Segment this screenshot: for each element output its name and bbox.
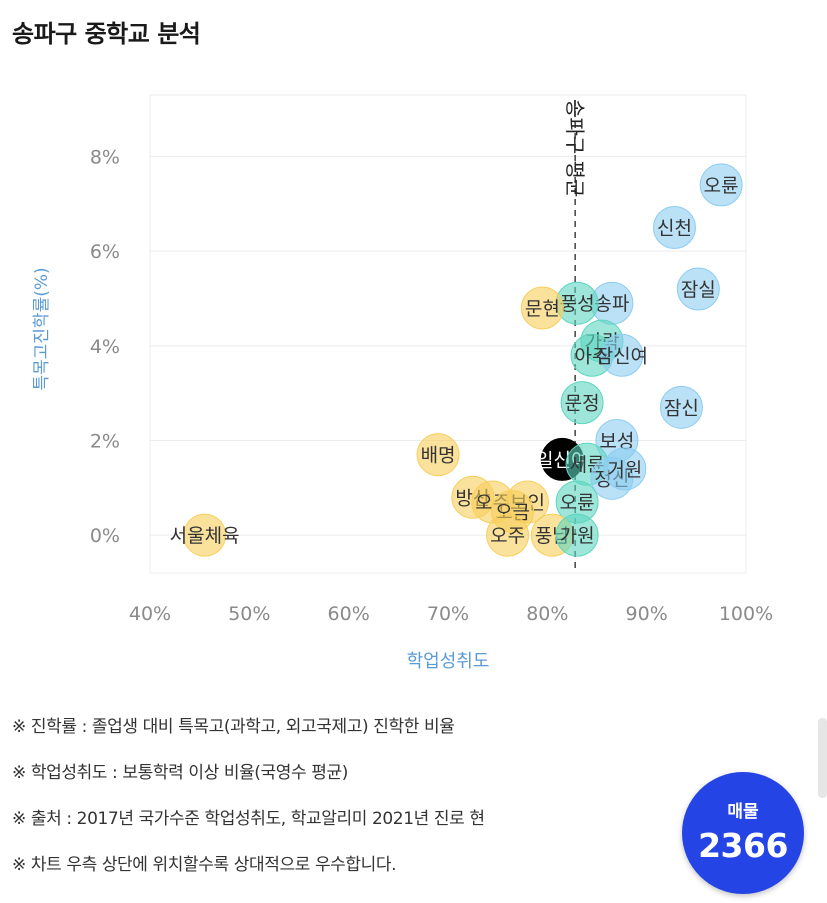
- data-point-label: 문정: [565, 393, 600, 415]
- y-tick-label: 6%: [90, 241, 120, 263]
- data-point: [486, 513, 530, 557]
- average-reference-line: 송파구 평균: [563, 99, 587, 573]
- footnotes: ※ 진학률 : 졸업생 대비 특목고(과학고, 외고국제고) 진학한 비율 ※ …: [12, 712, 485, 896]
- listings-badge-button[interactable]: 매물 2366: [682, 772, 804, 894]
- scatter-chart: 0% 2% 4% 6% 8% 40% 50% 60% 70% 80% 90% 100% 학업성취도 특목고…: [32, 94, 773, 672]
- data-point-label: 거원: [607, 459, 642, 481]
- note-definition: ※ 진학률 : 졸업생 대비 특목고(과학고, 외고국제고) 진학한 비율: [12, 717, 455, 737]
- data-point-label: 보성: [599, 430, 634, 452]
- x-tick-label: 70%: [427, 603, 469, 625]
- chart-axes: 0% 2% 4% 6% 8% 40% 50% 60% 70% 80% 90% 100% 학업성취도 특목고…: [32, 147, 773, 672]
- data-point-label: 잠신: [664, 397, 699, 419]
- x-tick-label: 50%: [228, 603, 270, 625]
- badge-count: 2366: [698, 826, 788, 865]
- note-achievement: ※ 학업성취도 : 보통학력 이상 비율(국영수 평균): [12, 763, 348, 783]
- data-point: [183, 513, 227, 557]
- data-point: [659, 385, 703, 429]
- x-tick-label: 80%: [526, 603, 568, 625]
- data-point-label: 잠실: [681, 279, 716, 301]
- reference-line-label: 송파구 평균: [563, 99, 587, 197]
- x-tick-label: 40%: [129, 603, 171, 625]
- data-point-label: 송파: [594, 293, 629, 315]
- x-tick-label: 100%: [719, 603, 773, 625]
- data-point: [652, 206, 696, 250]
- y-tick-label: 0%: [90, 525, 120, 547]
- data-point: [520, 286, 564, 330]
- data-point-label: 문현: [525, 298, 560, 320]
- data-point: [555, 513, 599, 557]
- x-tick-label: 90%: [626, 603, 668, 625]
- y-tick-label: 4%: [90, 336, 120, 358]
- scrollbar[interactable]: [818, 718, 827, 798]
- data-points: 오륜신천잠실송파풍성문현가락아주잠신여문정잠신보성배명일신여세륜정신방산오주거원…: [170, 163, 743, 557]
- data-point-label: 서울체육: [170, 525, 240, 547]
- data-point-label: 아주: [575, 345, 610, 367]
- plot-frame: [149, 94, 747, 574]
- data-point-label: 풍성: [560, 293, 595, 315]
- data-point: [699, 163, 743, 207]
- data-point-label: 신천: [657, 218, 692, 240]
- x-tick-label: 60%: [328, 603, 370, 625]
- chart-grid: [149, 94, 747, 574]
- badge-label: 매물: [727, 802, 759, 822]
- data-point: [603, 447, 647, 491]
- note-source: ※ 출처 : 2017년 국가수준 학업성취도, 학교알리미 2021년 진로 …: [12, 809, 485, 829]
- y-tick-label: 2%: [90, 430, 120, 452]
- note-guide: ※ 차트 우측 상단에 위치할수록 상대적으로 우수합니다.: [12, 855, 397, 875]
- data-point: [676, 267, 720, 311]
- y-axis-label: 특목고진학률(%): [32, 267, 52, 390]
- data-point-label: 배명: [421, 445, 456, 467]
- data-point-label: 잠신여: [596, 345, 648, 367]
- page-title: 송파구 중학교 분석: [12, 20, 201, 48]
- y-tick-label: 8%: [90, 147, 120, 169]
- x-axis-label: 학업성취도: [407, 651, 490, 672]
- data-point-label: 오륜: [560, 492, 595, 514]
- data-point-label: 오륜: [704, 175, 739, 197]
- data-point-label: 오주: [490, 525, 525, 547]
- data-point: [560, 381, 604, 425]
- data-point-label: 가원: [560, 525, 595, 547]
- data-point: [600, 333, 644, 377]
- data-point: [416, 433, 460, 477]
